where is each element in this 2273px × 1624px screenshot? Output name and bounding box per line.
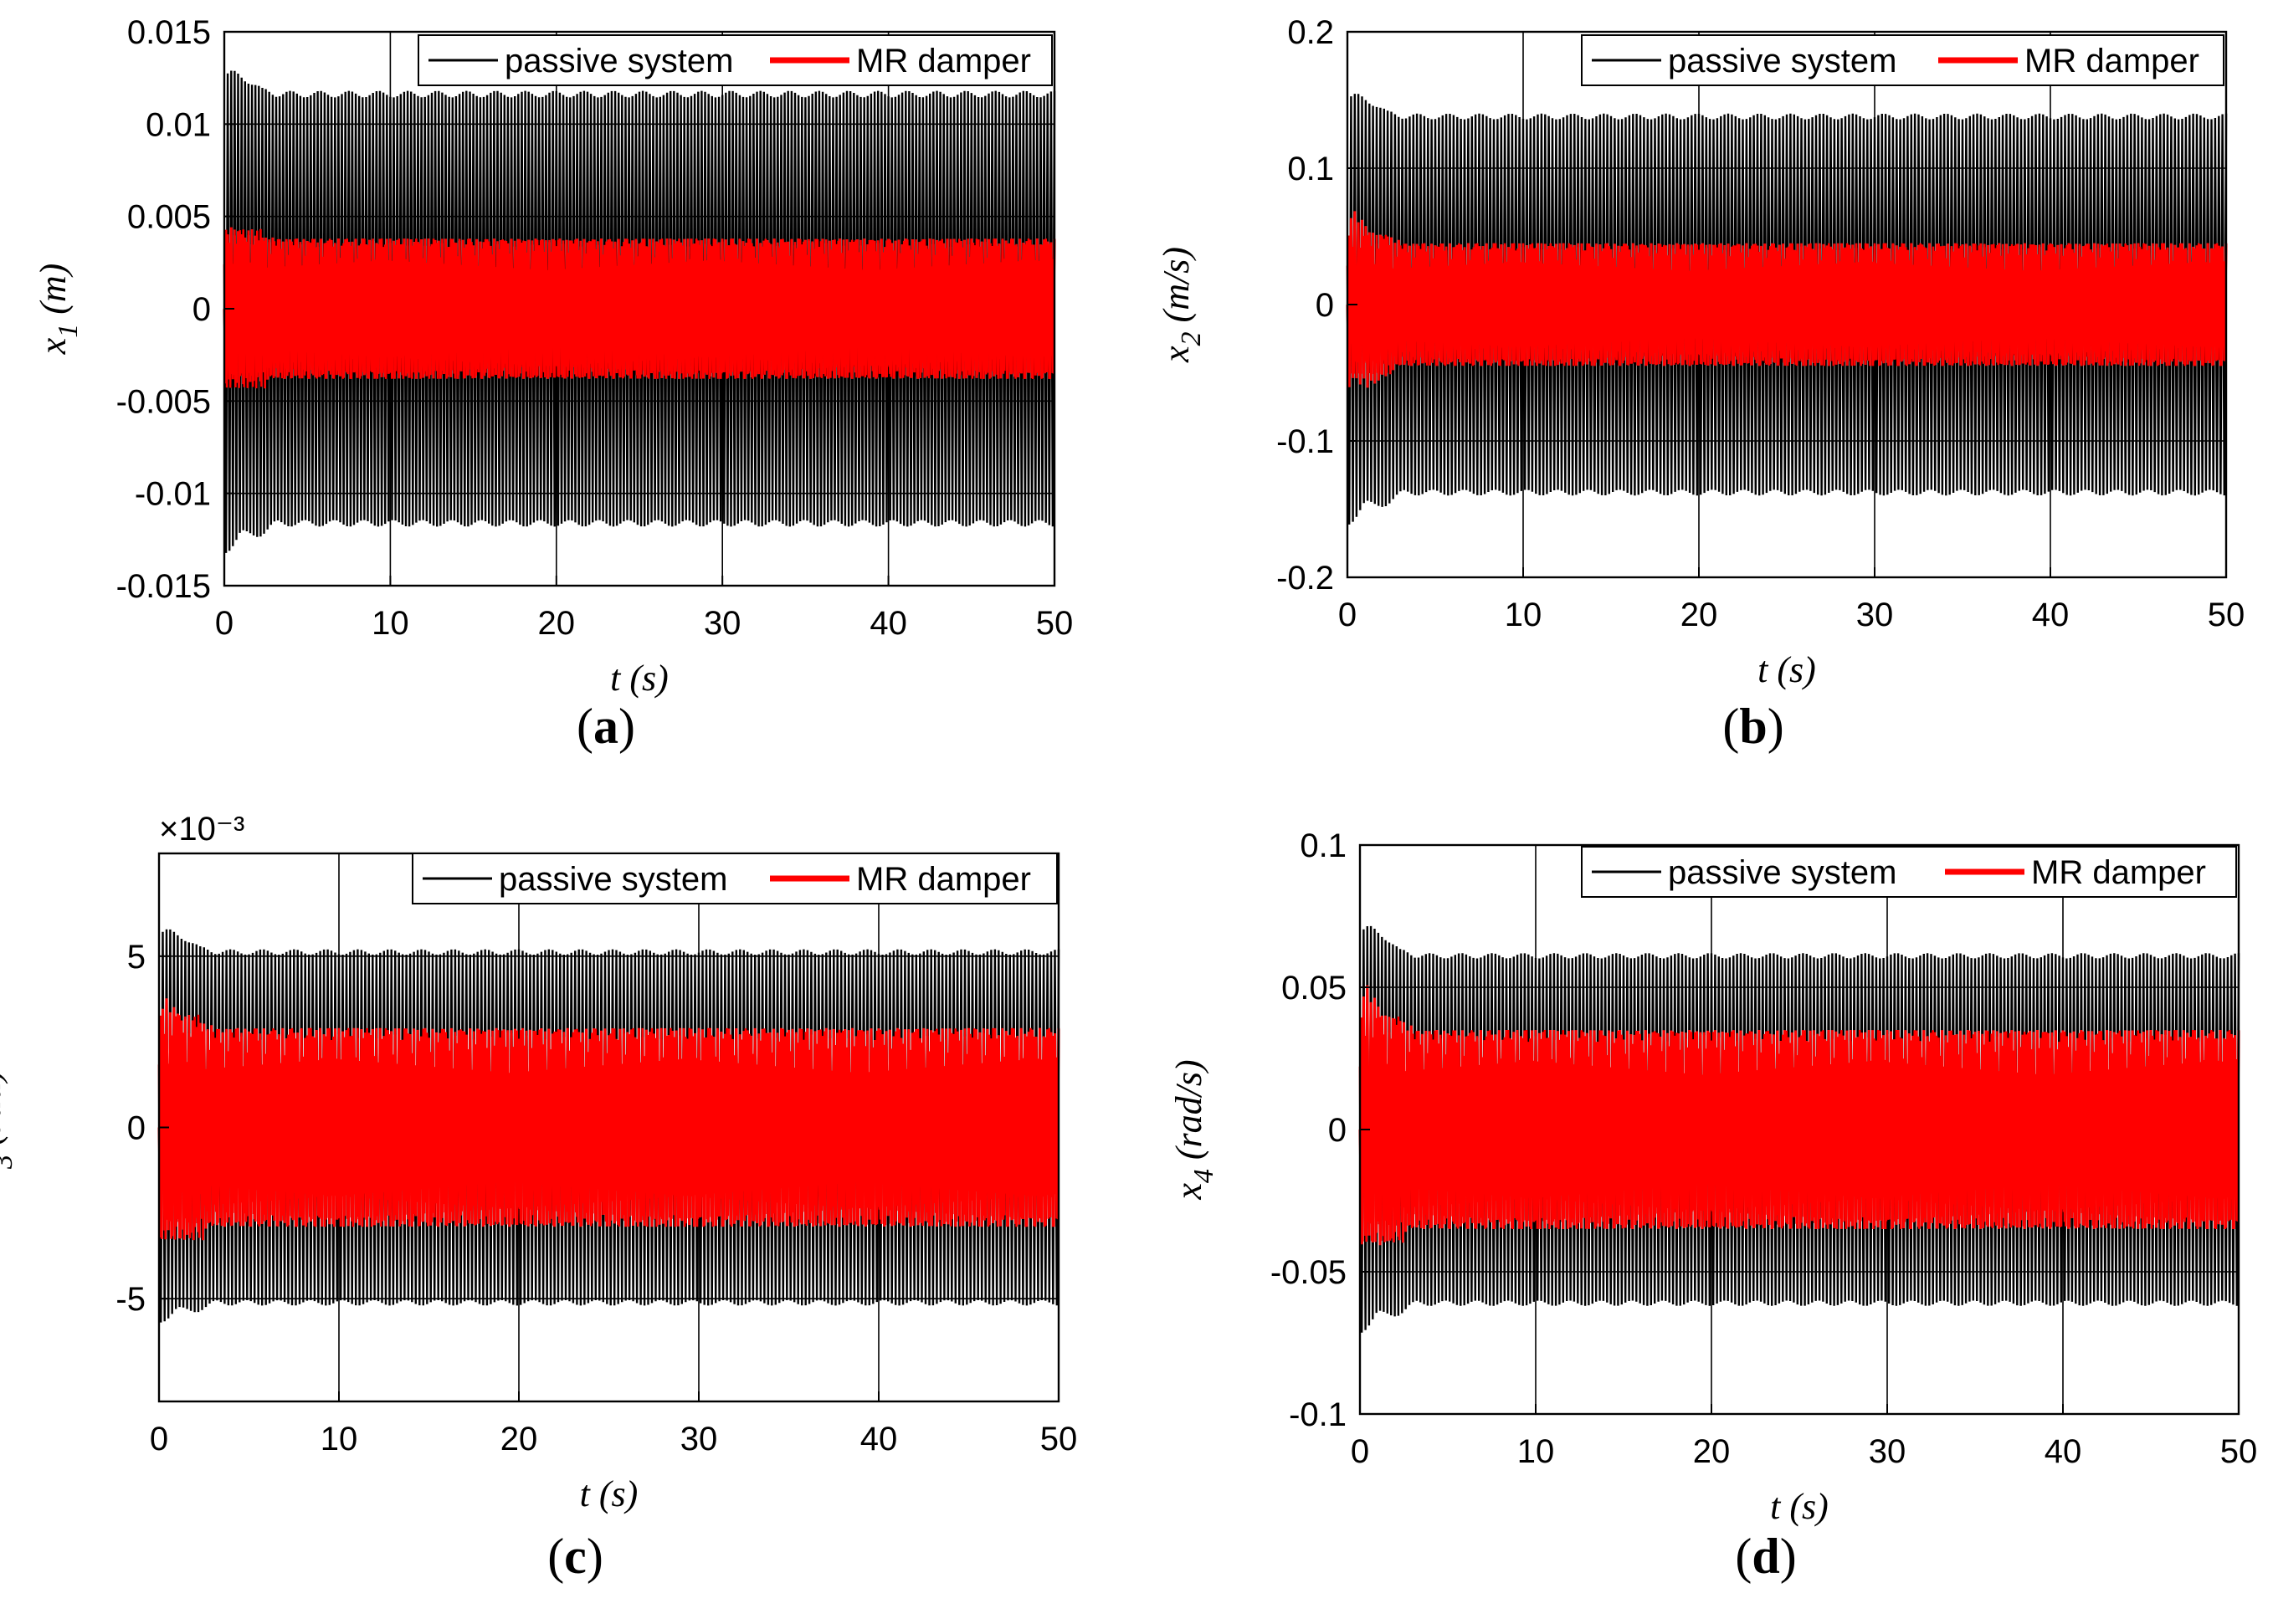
y-tick-label: -0.1 bbox=[1289, 1396, 1347, 1433]
legend-box bbox=[412, 853, 1058, 904]
x-tick-label: 50 bbox=[1040, 1421, 1078, 1458]
y-tick-label: 0 bbox=[192, 291, 211, 328]
x-tick-label: 30 bbox=[680, 1421, 718, 1458]
y-tick-label: 0.2 bbox=[1287, 14, 1334, 51]
y-tick-label: -0.1 bbox=[1276, 423, 1334, 460]
x-tick-label: 30 bbox=[704, 605, 741, 642]
y-tick-label: -0.05 bbox=[1270, 1254, 1347, 1291]
y-tick-label: 0.015 bbox=[127, 14, 211, 51]
legend-label-passive-system: passive system bbox=[499, 861, 727, 898]
x-tick-label: 30 bbox=[1869, 1433, 1906, 1470]
panel-caption: (b) bbox=[1722, 699, 1783, 754]
y-tick-label: -5 bbox=[115, 1281, 146, 1318]
legend-label-mr-damper: MR damper bbox=[856, 43, 1031, 79]
y-tick-label: -0.2 bbox=[1276, 560, 1334, 597]
x-tick-label: 50 bbox=[2208, 597, 2245, 633]
x-tick-label: 40 bbox=[870, 605, 907, 642]
x-axis-label: t (s) bbox=[580, 1473, 639, 1514]
y-axis-label: x3 (rad) bbox=[0, 1070, 18, 1186]
y-tick-label: 0.01 bbox=[146, 106, 211, 143]
y-axis-label: x1 (m) bbox=[33, 264, 84, 356]
y-tick-label: 0 bbox=[1328, 1112, 1347, 1149]
series-line-mr-damper-fill bbox=[223, 228, 1056, 389]
x-axis-label: t (s) bbox=[1757, 649, 1816, 690]
legend-box bbox=[418, 34, 1053, 86]
x-tick-label: 10 bbox=[372, 605, 409, 642]
y-tick-label: 0.1 bbox=[1287, 151, 1334, 187]
y-tick-label: 0 bbox=[127, 1110, 146, 1147]
y-axis-label: x2 (m/s) bbox=[1156, 247, 1207, 363]
x-axis-label: t (s) bbox=[1770, 1486, 1829, 1527]
legend-label-mr-damper: MR damper bbox=[2024, 43, 2199, 79]
legend-label-passive-system: passive system bbox=[1668, 854, 1896, 891]
series-line-mr-damper-fill bbox=[1358, 1016, 2240, 1243]
y-tick-label: -0.015 bbox=[116, 568, 211, 605]
panel-caption: (c) bbox=[547, 1529, 603, 1584]
series-line-passive-system bbox=[1346, 94, 2228, 525]
x-tick-label: 10 bbox=[1517, 1433, 1555, 1470]
x-tick-label: 40 bbox=[2032, 597, 2070, 633]
legend-box bbox=[1581, 846, 2237, 898]
y-tick-label: 0.1 bbox=[1300, 827, 1347, 864]
chart-a: 0 10 20 30 40 50 -0.015 -0.01 -0.005 0 0.005 0.01 0.… bbox=[33, 14, 1073, 754]
x-axis-label: t (s) bbox=[610, 658, 669, 699]
chart-b: 0 10 20 30 40 50 -0.2 -0.1 0 0.1 0.2 t (s) x2 (m/s) p… bbox=[1156, 14, 2245, 754]
y-tick-label: 0.005 bbox=[127, 199, 211, 236]
x-tick-label: 20 bbox=[1680, 597, 1718, 633]
panel-caption: (d) bbox=[1735, 1529, 1796, 1584]
series-line-mr-damper-fill bbox=[157, 1014, 1060, 1241]
x-tick-label: 20 bbox=[1693, 1433, 1731, 1470]
series-line-passive-system bbox=[1358, 925, 2240, 1333]
chart-c: 0 10 20 30 40 50 -5 0 5 ×10⁻³ t (s) x3 (rad) passive… bbox=[0, 811, 1077, 1584]
x-tick-label: 30 bbox=[1856, 597, 1894, 633]
legend-box bbox=[1581, 34, 2224, 86]
x-tick-label: 50 bbox=[2220, 1433, 2258, 1470]
chart-d: 0 10 20 30 40 50 -0.1 -0.05 0 0.05 0.1 t (s) x4 (rad… bbox=[1168, 827, 2257, 1584]
y-tick-label: 0 bbox=[1316, 287, 1334, 324]
x-tick-label: 10 bbox=[321, 1421, 358, 1458]
y-tick-label: -0.005 bbox=[116, 383, 211, 420]
legend-label-mr-damper: MR damper bbox=[2031, 854, 2206, 891]
legend-label-passive-system: passive system bbox=[1668, 43, 1896, 79]
x-tick-label: 50 bbox=[1036, 605, 1074, 642]
x-tick-label: 0 bbox=[215, 605, 233, 642]
x-tick-label: 20 bbox=[500, 1421, 538, 1458]
y-exponent-label: ×10⁻³ bbox=[159, 811, 244, 848]
legend-label-mr-damper: MR damper bbox=[856, 861, 1031, 898]
series-line-mr-damper-fill bbox=[1346, 234, 2228, 375]
y-tick-label: 0.05 bbox=[1281, 970, 1347, 1007]
x-tick-label: 0 bbox=[1338, 597, 1357, 633]
x-tick-label: 0 bbox=[150, 1421, 168, 1458]
series-line-passive-system bbox=[223, 70, 1056, 553]
x-tick-label: 40 bbox=[860, 1421, 898, 1458]
y-tick-label: -0.01 bbox=[135, 476, 211, 513]
y-tick-label: 5 bbox=[127, 939, 146, 976]
series-line-passive-system bbox=[157, 929, 1060, 1323]
x-tick-label: 0 bbox=[1351, 1433, 1369, 1470]
x-tick-label: 10 bbox=[1505, 597, 1542, 633]
x-tick-label: 20 bbox=[538, 605, 576, 642]
legend-label-passive-system: passive system bbox=[505, 43, 733, 79]
panel-caption: (a) bbox=[577, 699, 635, 754]
y-axis-label: x4 (rad/s) bbox=[1168, 1059, 1219, 1200]
x-tick-label: 40 bbox=[2045, 1433, 2082, 1470]
